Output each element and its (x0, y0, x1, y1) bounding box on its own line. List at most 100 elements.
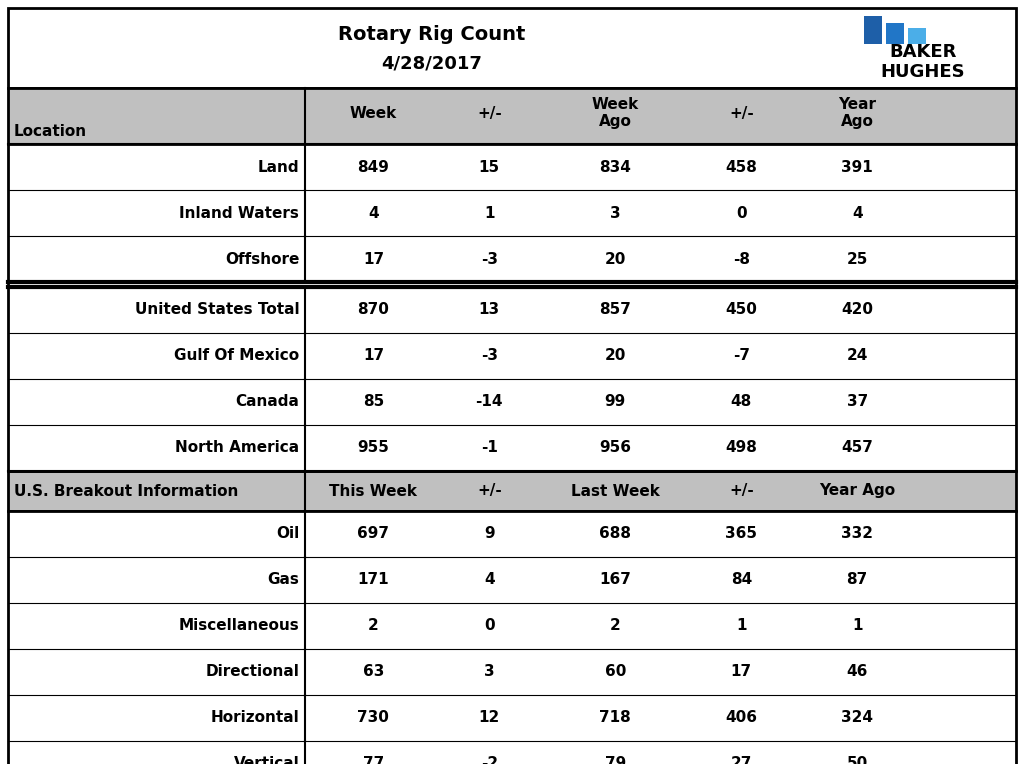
Text: 324: 324 (842, 711, 873, 726)
Text: +/-: +/- (477, 484, 502, 498)
Text: 85: 85 (362, 394, 384, 410)
Bar (8, 8, 1016, 88)
Text: Gulf Of Mexico: Gulf Of Mexico (174, 348, 299, 364)
Text: 730: 730 (357, 711, 389, 726)
Text: -2: -2 (480, 756, 498, 764)
Text: Year
Ago: Year Ago (839, 97, 877, 129)
Text: 25: 25 (847, 251, 868, 267)
Bar (8, 471, 1016, 511)
Text: 79: 79 (605, 756, 626, 764)
Bar (8, 144, 1016, 287)
Bar (8, 88, 1016, 144)
Text: 956: 956 (599, 441, 632, 455)
Text: 420: 420 (842, 303, 873, 318)
Text: 50: 50 (847, 756, 868, 764)
Text: 1: 1 (736, 619, 746, 633)
Text: Oil: Oil (276, 526, 299, 542)
Text: 2: 2 (610, 619, 621, 633)
Text: Gas: Gas (267, 572, 299, 588)
Text: 849: 849 (357, 160, 389, 174)
Text: 77: 77 (362, 756, 384, 764)
Text: 4/28/2017: 4/28/2017 (381, 55, 482, 73)
Text: +/-: +/- (477, 105, 502, 121)
Text: -8: -8 (733, 251, 750, 267)
Text: 450: 450 (725, 303, 758, 318)
Text: Canada: Canada (236, 394, 299, 410)
Text: 332: 332 (842, 526, 873, 542)
Text: Horizontal: Horizontal (211, 711, 299, 726)
Text: 458: 458 (725, 160, 758, 174)
Text: Rotary Rig Count: Rotary Rig Count (338, 25, 525, 44)
Text: 37: 37 (847, 394, 868, 410)
Text: U.S. Breakout Information: U.S. Breakout Information (14, 484, 239, 498)
Text: Directional: Directional (206, 665, 299, 679)
Text: 48: 48 (731, 394, 752, 410)
Text: North America: North America (175, 441, 299, 455)
Text: 17: 17 (362, 348, 384, 364)
Text: 17: 17 (362, 251, 384, 267)
Text: -7: -7 (733, 348, 750, 364)
Text: 718: 718 (599, 711, 631, 726)
Text: Week
Ago: Week Ago (592, 97, 639, 129)
Text: 2: 2 (368, 619, 379, 633)
Text: 171: 171 (357, 572, 389, 588)
Text: 20: 20 (604, 348, 626, 364)
Text: 87: 87 (847, 572, 868, 588)
Text: 4: 4 (368, 206, 379, 221)
Text: 24: 24 (847, 348, 868, 364)
Text: Week: Week (350, 105, 397, 121)
Text: 834: 834 (599, 160, 631, 174)
Bar (8, 511, 1016, 764)
Text: +/-: +/- (729, 105, 754, 121)
Text: 1: 1 (484, 206, 495, 221)
Text: 0: 0 (484, 619, 495, 633)
Text: 4: 4 (852, 206, 862, 221)
Bar (864, 16, 882, 44)
Bar (908, 28, 926, 44)
Text: 391: 391 (842, 160, 873, 174)
Text: 27: 27 (731, 756, 752, 764)
Text: 457: 457 (842, 441, 873, 455)
Text: 46: 46 (847, 665, 868, 679)
Text: 167: 167 (599, 572, 631, 588)
Text: HUGHES: HUGHES (881, 63, 966, 81)
Text: 63: 63 (362, 665, 384, 679)
Bar (886, 23, 904, 44)
Text: -3: -3 (481, 251, 498, 267)
Bar (8, 236, 1016, 282)
Bar (8, 287, 1016, 471)
Text: 0: 0 (736, 206, 746, 221)
Text: 870: 870 (357, 303, 389, 318)
Text: 84: 84 (731, 572, 752, 588)
Text: 955: 955 (357, 441, 389, 455)
Text: 9: 9 (484, 526, 495, 542)
Text: 13: 13 (479, 303, 500, 318)
Text: Vertical: Vertical (233, 756, 299, 764)
Text: Offshore: Offshore (225, 251, 299, 267)
Text: 4: 4 (484, 572, 495, 588)
Bar (8, 190, 1016, 236)
Text: 498: 498 (725, 441, 758, 455)
Bar (8, 144, 1016, 190)
Text: Inland Waters: Inland Waters (179, 206, 299, 221)
Text: 99: 99 (605, 394, 626, 410)
Text: 857: 857 (599, 303, 631, 318)
Text: 12: 12 (478, 711, 500, 726)
Text: Land: Land (258, 160, 299, 174)
Text: 20: 20 (604, 251, 626, 267)
Text: Location: Location (14, 125, 87, 139)
Text: This Week: This Week (330, 484, 418, 498)
Text: BAKER: BAKER (889, 43, 956, 61)
Text: 3: 3 (610, 206, 621, 221)
Text: 406: 406 (725, 711, 758, 726)
Text: Miscellaneous: Miscellaneous (178, 619, 299, 633)
Text: -14: -14 (475, 394, 503, 410)
Text: 3: 3 (484, 665, 495, 679)
Text: Year Ago: Year Ago (819, 484, 895, 498)
Text: 15: 15 (479, 160, 500, 174)
Text: 688: 688 (599, 526, 632, 542)
Text: 1: 1 (852, 619, 862, 633)
Text: Last Week: Last Week (571, 484, 659, 498)
Text: -3: -3 (481, 348, 498, 364)
Text: United States Total: United States Total (135, 303, 299, 318)
